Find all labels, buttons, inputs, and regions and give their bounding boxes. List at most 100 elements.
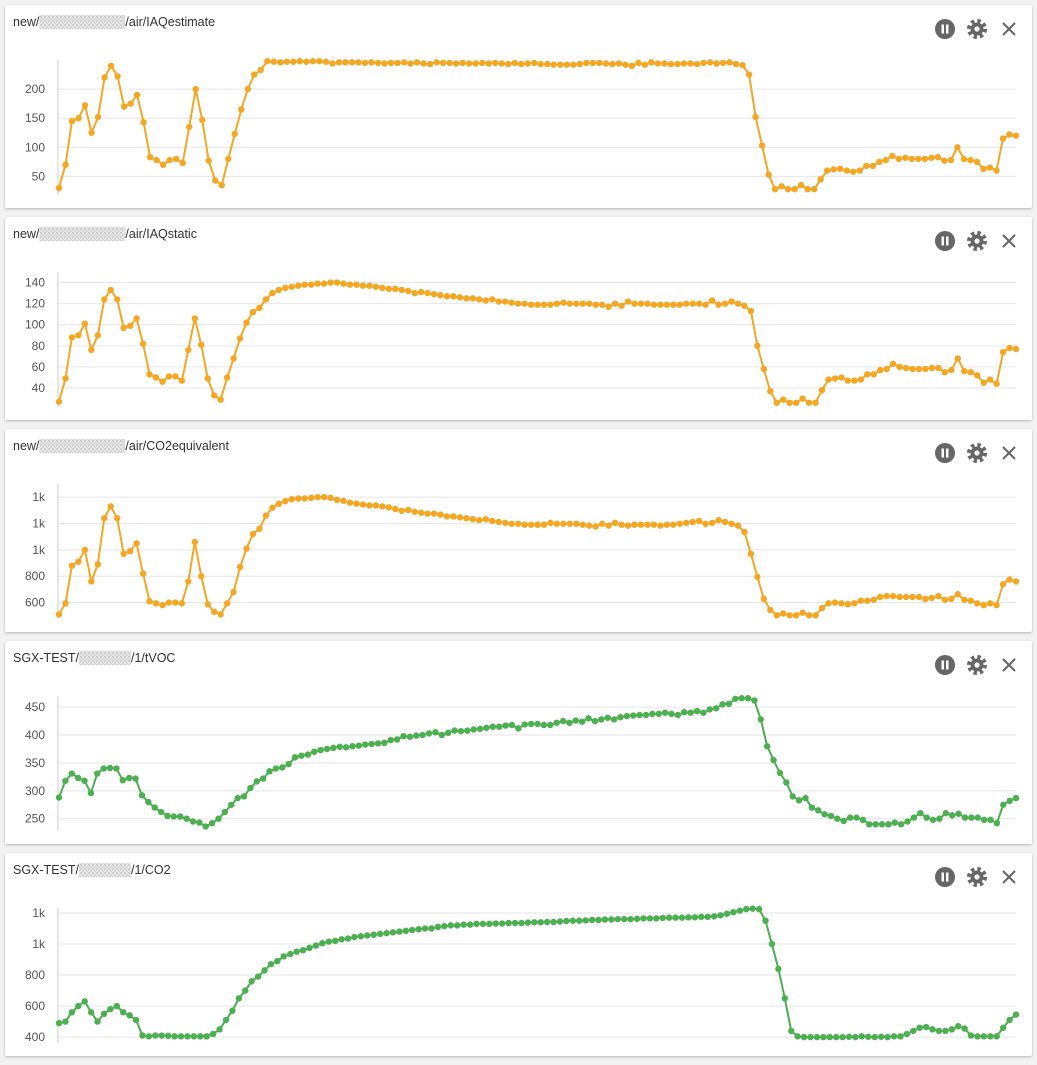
settings-button[interactable]: [967, 443, 987, 463]
y-tick-label: 400: [25, 1030, 45, 1044]
data-point: [55, 611, 63, 618]
card: [5, 217, 1032, 420]
data-point: [770, 756, 777, 764]
data-point: [299, 947, 307, 954]
data-point: [586, 300, 593, 307]
pause-bar[interactable]: [946, 872, 949, 882]
data-point: [949, 812, 956, 819]
pause-bar[interactable]: [941, 872, 945, 882]
gear-teeth[interactable]: [967, 867, 987, 887]
gear-hole[interactable]: [974, 26, 980, 32]
data-point: [359, 282, 367, 289]
data-point: [189, 818, 197, 825]
pause-bar[interactable]: [941, 236, 945, 246]
pause-icon[interactable]: [935, 443, 955, 463]
data-point: [415, 926, 422, 933]
gear-teeth[interactable]: [967, 19, 987, 39]
data-point: [288, 495, 295, 503]
close-button[interactable]: [1002, 22, 1016, 36]
close-button[interactable]: [1002, 234, 1016, 248]
data-point: [279, 764, 286, 771]
data-point: [439, 59, 447, 67]
close-icon[interactable]: [1002, 22, 1016, 36]
data-point: [236, 563, 244, 571]
data-point: [569, 917, 577, 924]
pause-icon[interactable]: [935, 19, 955, 39]
data-point: [256, 304, 263, 312]
data-point: [961, 814, 969, 821]
close-button[interactable]: [1002, 658, 1016, 672]
gear-hole[interactable]: [974, 238, 980, 244]
pause-bar[interactable]: [941, 660, 945, 670]
data-point: [757, 716, 764, 723]
pause-bar[interactable]: [946, 24, 949, 34]
data-point: [342, 744, 350, 751]
settings-button[interactable]: [967, 19, 987, 39]
pause-icon[interactable]: [935, 231, 955, 251]
data-point: [87, 1009, 95, 1016]
close-button[interactable]: [1002, 446, 1016, 460]
pause-button[interactable]: [935, 867, 955, 887]
data-point: [319, 940, 326, 947]
gear-teeth[interactable]: [967, 655, 987, 675]
pause-icon[interactable]: [935, 867, 955, 887]
data-point: [221, 808, 229, 816]
data-point: [1012, 578, 1020, 585]
close-icon[interactable]: [1002, 446, 1016, 460]
pause-bar[interactable]: [946, 660, 949, 670]
pause-button[interactable]: [935, 443, 955, 463]
data-point: [411, 289, 418, 297]
gear-hole[interactable]: [974, 450, 980, 456]
data-point: [573, 520, 580, 527]
data-point: [203, 1033, 210, 1040]
data-point: [393, 736, 401, 743]
data-point: [251, 71, 258, 78]
data-point: [433, 59, 440, 66]
gear-hole[interactable]: [974, 662, 980, 668]
close-button[interactable]: [1002, 870, 1016, 884]
data-point: [94, 332, 101, 339]
data-point: [830, 166, 837, 173]
data-point: [282, 497, 289, 505]
data-point: [929, 1026, 936, 1033]
data-point: [120, 550, 127, 558]
data-point: [775, 965, 782, 973]
close-icon[interactable]: [1002, 234, 1016, 248]
pause-bar[interactable]: [946, 448, 949, 458]
data-point: [244, 85, 251, 93]
data-point: [417, 509, 425, 516]
pause-button[interactable]: [935, 19, 955, 39]
gear-teeth[interactable]: [967, 231, 987, 251]
settings-button[interactable]: [967, 655, 987, 675]
gear-hole[interactable]: [974, 874, 980, 880]
data-point: [409, 926, 416, 934]
data-point: [132, 1016, 140, 1024]
data-point: [834, 815, 841, 822]
data-point: [257, 66, 265, 74]
data-point: [968, 814, 975, 821]
close-icon[interactable]: [1002, 870, 1016, 884]
data-point: [472, 60, 479, 67]
pause-button[interactable]: [935, 655, 955, 675]
data-point: [915, 155, 922, 163]
settings-button[interactable]: [967, 231, 987, 251]
close-icon[interactable]: [1002, 658, 1016, 672]
data-point: [192, 85, 199, 93]
data-point: [243, 545, 250, 552]
data-point: [366, 502, 373, 509]
data-point: [172, 599, 179, 606]
pause-button[interactable]: [935, 231, 955, 251]
pause-icon[interactable]: [935, 655, 955, 675]
gear-teeth[interactable]: [967, 443, 987, 463]
data-point: [280, 953, 287, 960]
data-point: [456, 514, 464, 521]
pause-bar[interactable]: [946, 236, 949, 246]
data-point: [402, 927, 410, 935]
data-point: [113, 765, 120, 772]
data-point: [760, 365, 768, 373]
data-point: [404, 287, 412, 295]
data-point: [877, 593, 884, 601]
settings-button[interactable]: [967, 867, 987, 887]
pause-bar[interactable]: [941, 24, 945, 34]
pause-bar[interactable]: [941, 448, 945, 458]
